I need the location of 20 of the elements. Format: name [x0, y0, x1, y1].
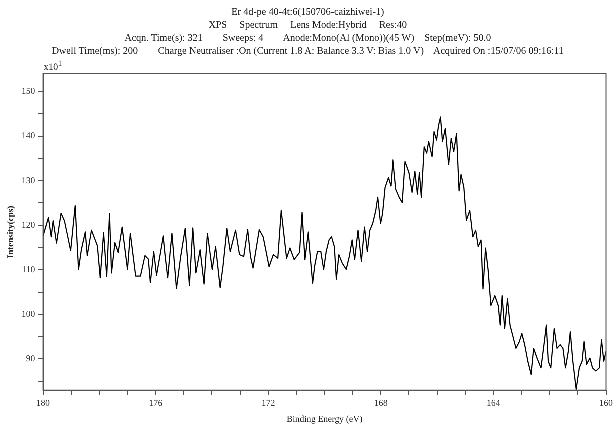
y-tick-label: 90 — [26, 354, 36, 364]
chart-subtitle: XPS Spectrum Lens Mode:Hybrid Res:40 — [208, 19, 408, 32]
x-tick-label: 164 — [486, 398, 501, 408]
y-tick-label: 150 — [22, 86, 36, 96]
text: x10$^{1}$ — [44, 59, 62, 74]
x-tick-label: 160 — [600, 398, 614, 408]
x-axis-title: Binding Energy (eV) — [286, 414, 363, 424]
y-tick-label: 120 — [22, 220, 36, 230]
text: Acqn. Time(s): 321 Sweeps: 4 Anode:Mono(Al (Mono))(45 W) Step(meV): 50.0 — [124, 32, 492, 45]
y-tick-label: 140 — [22, 130, 36, 141]
y-axis-title: Intensity(cps) — [6, 206, 16, 258]
y-tick-label: 130 — [22, 175, 36, 186]
x-tick-label: 172 — [262, 398, 276, 408]
x-tick-label: 168 — [374, 398, 388, 408]
y-tick-label: 100 — [22, 309, 36, 319]
text: Dwell Time(ms): 200 Charge Neutraliser :On (Current 1.8 A: Balance 3.3 V: Bias 1.0 V) Acquired On :15/07/06 09:16:11 — [51, 45, 565, 58]
chart-title: Er 4d-pe 40-4t:6(150706-caizhiwei-1) — [230, 6, 386, 19]
x-tick-label: 176 — [149, 398, 164, 408]
x-tick-label: 180 — [36, 398, 51, 408]
y-tick-label: 110 — [22, 264, 36, 274]
